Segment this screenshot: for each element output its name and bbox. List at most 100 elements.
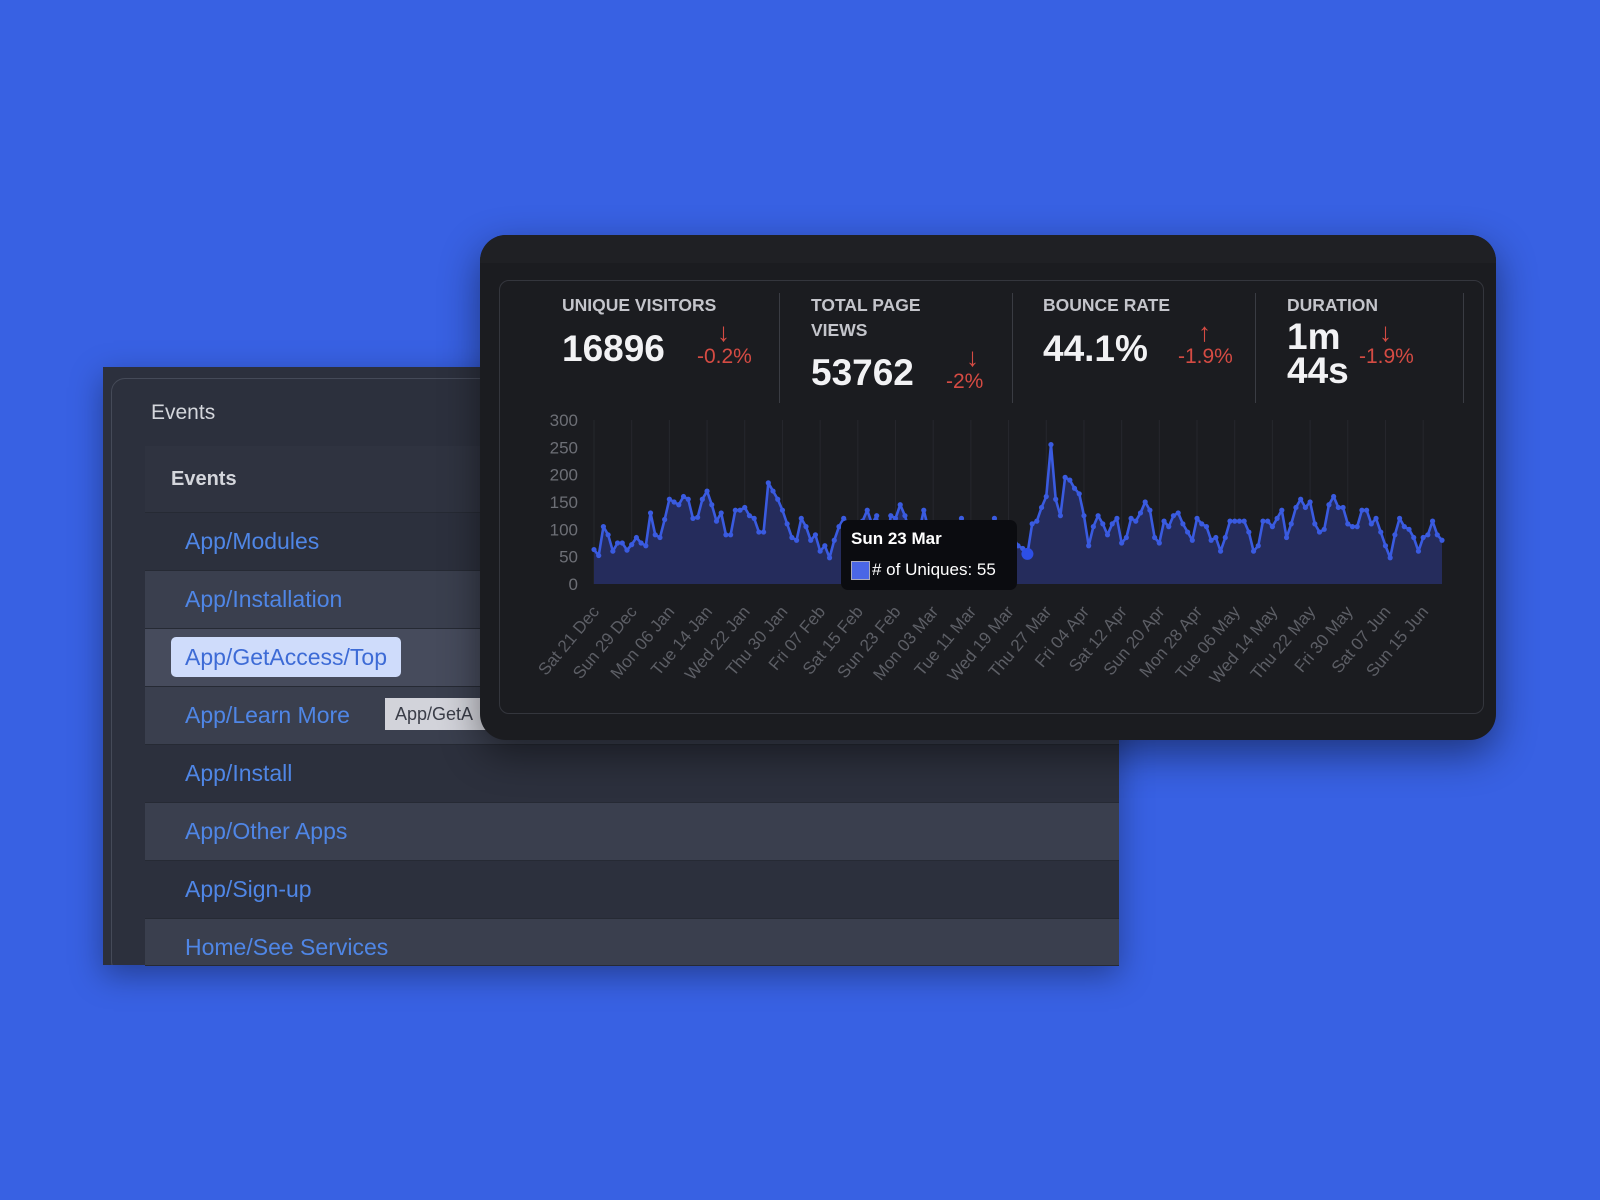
data-point bbox=[1241, 518, 1247, 524]
stat-3: DURATION 1m 44s ↓ -1.9% bbox=[1287, 293, 1414, 389]
stat-label: VIEWS bbox=[811, 320, 868, 340]
data-point bbox=[1076, 491, 1082, 497]
y-tick-label: 50 bbox=[559, 548, 578, 567]
data-point bbox=[1340, 504, 1346, 511]
data-point bbox=[779, 507, 786, 513]
data-point bbox=[1161, 518, 1167, 524]
data-point bbox=[704, 488, 710, 494]
data-point bbox=[1250, 548, 1257, 554]
data-point bbox=[1401, 524, 1407, 530]
stat-divider bbox=[1463, 293, 1464, 403]
y-tick-label: 200 bbox=[550, 466, 578, 485]
data-point bbox=[841, 515, 847, 522]
data-point bbox=[1053, 496, 1059, 502]
data-point bbox=[1265, 518, 1271, 524]
chart-tooltip: Sun 23 Mar # of Uniques: 55 bbox=[841, 520, 1017, 590]
data-point bbox=[1034, 518, 1040, 524]
data-point bbox=[808, 537, 814, 543]
tooltip-swatch bbox=[851, 561, 870, 580]
data-point bbox=[817, 548, 823, 554]
data-point bbox=[1109, 521, 1115, 527]
arrow-down-icon: ↓ bbox=[1379, 317, 1392, 347]
data-point bbox=[798, 515, 804, 522]
data-point bbox=[1222, 534, 1228, 541]
event-list-item[interactable]: App/Sign-up bbox=[145, 861, 1119, 919]
data-point bbox=[638, 540, 644, 546]
data-point bbox=[723, 532, 729, 538]
data-point bbox=[1057, 513, 1063, 519]
data-point bbox=[1260, 518, 1266, 524]
event-label: Home/See Services bbox=[185, 934, 389, 960]
stat-1: TOTAL PAGE VIEWS 53762 ↓ -2% bbox=[811, 293, 983, 393]
data-point bbox=[713, 518, 720, 524]
data-point bbox=[1279, 507, 1285, 513]
data-point bbox=[1029, 521, 1035, 527]
stat-label: BOUNCE RATE bbox=[1043, 295, 1171, 315]
data-point bbox=[1373, 515, 1379, 522]
data-point bbox=[751, 515, 757, 522]
event-list-item[interactable]: App/Install bbox=[145, 745, 1119, 803]
data-point bbox=[1203, 524, 1210, 530]
data-point bbox=[991, 515, 998, 522]
event-list-item[interactable]: Home/See Services bbox=[145, 919, 1119, 966]
data-point bbox=[1232, 518, 1238, 524]
data-point bbox=[1152, 534, 1158, 541]
event-label: App/Install bbox=[185, 760, 293, 786]
data-point bbox=[746, 513, 753, 519]
data-point bbox=[1180, 521, 1186, 527]
arrow-up-icon: ↑ bbox=[1198, 317, 1211, 347]
analytics-card bbox=[480, 235, 1496, 740]
data-point bbox=[1425, 532, 1431, 538]
data-point bbox=[826, 555, 833, 561]
event-label: App/Installation bbox=[185, 586, 343, 612]
data-point bbox=[784, 521, 790, 527]
data-point bbox=[1100, 521, 1106, 527]
data-point bbox=[1189, 537, 1195, 543]
data-point bbox=[662, 516, 668, 523]
data-point bbox=[1086, 543, 1092, 549]
data-point bbox=[737, 507, 743, 513]
data-point bbox=[1406, 526, 1412, 532]
data-point bbox=[1255, 543, 1261, 549]
data-point bbox=[1217, 548, 1224, 554]
data-point bbox=[1354, 524, 1360, 530]
stat-value: 44s bbox=[1287, 350, 1349, 391]
data-point bbox=[1382, 543, 1389, 549]
data-point bbox=[1208, 537, 1214, 543]
data-point bbox=[643, 543, 649, 549]
data-point bbox=[1316, 529, 1323, 535]
data-point bbox=[1312, 521, 1318, 527]
data-point bbox=[728, 532, 734, 538]
data-point bbox=[789, 534, 795, 541]
data-point bbox=[1090, 524, 1096, 530]
stat-value: 1m bbox=[1287, 316, 1341, 357]
stat-label: UNIQUE VISITORS bbox=[562, 295, 717, 315]
data-point bbox=[1133, 518, 1139, 524]
stat-value: 53762 bbox=[811, 352, 914, 393]
data-point bbox=[803, 524, 809, 530]
data-point bbox=[1123, 534, 1129, 541]
data-point bbox=[1185, 529, 1191, 535]
stat-divider bbox=[1012, 293, 1013, 403]
data-point bbox=[676, 502, 682, 508]
data-point bbox=[1429, 518, 1436, 524]
data-point bbox=[1302, 504, 1308, 511]
stat-divider bbox=[779, 293, 780, 403]
stat-change: -2% bbox=[946, 370, 984, 393]
data-point bbox=[1227, 518, 1233, 524]
data-point bbox=[666, 496, 672, 502]
data-point bbox=[600, 524, 607, 530]
data-point bbox=[888, 513, 894, 519]
data-point bbox=[1048, 442, 1054, 448]
data-point bbox=[1236, 518, 1243, 524]
data-point bbox=[793, 537, 800, 543]
event-list-item[interactable]: App/Other Apps bbox=[145, 803, 1119, 861]
data-point bbox=[1246, 529, 1252, 535]
stat-change: -1.9% bbox=[1359, 345, 1414, 368]
data-point bbox=[685, 496, 691, 502]
data-point bbox=[1114, 515, 1120, 522]
data-point bbox=[1331, 493, 1337, 500]
data-point bbox=[1288, 521, 1294, 527]
events-panel-title: Events bbox=[151, 401, 216, 424]
y-tick-label: 300 bbox=[550, 411, 578, 430]
